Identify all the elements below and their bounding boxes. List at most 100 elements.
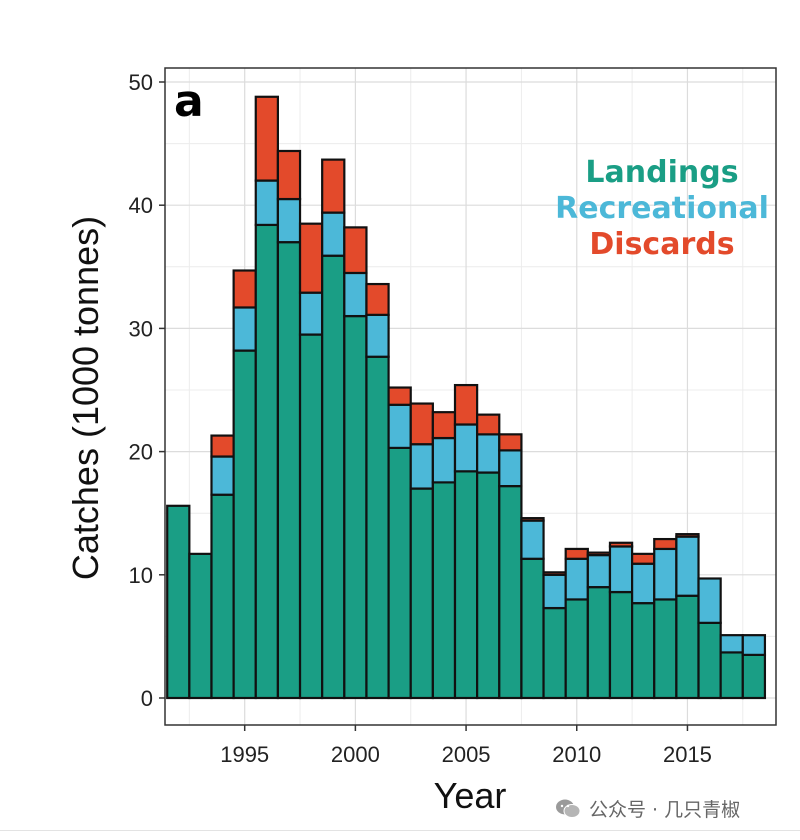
bar-recreational-2010: [564, 557, 589, 601]
bar-discards-2014: [653, 537, 678, 551]
legend-recreational: Recreational: [555, 191, 769, 226]
bar-landings-2006: [476, 471, 501, 700]
bar-recreational-2001: [365, 313, 390, 358]
bar-landings-2015: [675, 594, 700, 700]
bar-discards-2003: [409, 402, 434, 446]
legend-discards: Discards: [589, 227, 734, 262]
bar-recreational-2018: [741, 634, 767, 656]
bar-recreational-2007: [498, 449, 523, 488]
bar-landings-2016: [697, 621, 722, 700]
bar-landings-1999: [321, 254, 346, 700]
legend-landings: Landings: [585, 155, 738, 190]
bar-recreational-2000: [343, 271, 368, 318]
bar-landings-1996: [254, 223, 279, 700]
bar-discards-2012: [608, 541, 634, 548]
bar-landings-2009: [542, 606, 567, 700]
footer-text: 公众号 · 几只青椒: [589, 799, 741, 821]
panel-label: a: [174, 76, 204, 127]
bar-landings-2012: [608, 590, 634, 700]
bar-recreational-2015: [675, 535, 700, 597]
y-tick-label: 40: [129, 193, 153, 218]
bar-landings-1997: [276, 241, 302, 700]
bar-recreational-2003: [409, 443, 434, 490]
bar-discards-1997: [276, 149, 302, 201]
bar-discards-2015: [675, 533, 700, 538]
bar-discards-1996: [254, 95, 279, 182]
bar-landings-1993: [188, 552, 213, 700]
bar-recreational-2005: [453, 423, 479, 473]
bar-recreational-1994: [210, 455, 235, 496]
bar-recreational-2009: [542, 573, 567, 610]
x-axis-ticks: 1995 2000 2005 2010 2015: [220, 725, 712, 767]
x-tick-label: 2005: [442, 742, 491, 767]
y-tick-label: 0: [141, 686, 153, 711]
bar-discards-2007: [498, 433, 523, 452]
bar-landings-2011: [586, 586, 612, 700]
bar-landings-2002: [387, 446, 412, 700]
bar-discards-2011: [586, 551, 612, 557]
bar-discards-2005: [453, 383, 479, 426]
bar-recreational-2011: [586, 553, 612, 589]
y-axis-ticks: 0 10 20 30 40 50: [129, 70, 165, 711]
bar-recreational-2014: [653, 547, 678, 601]
x-tick-label: 2000: [331, 742, 380, 767]
bar-landings-1994: [210, 493, 235, 700]
x-tick-label: 1995: [220, 742, 269, 767]
bar-discards-2002: [387, 386, 412, 406]
bar-discards-2006: [476, 413, 501, 436]
bar-recreational-2006: [476, 433, 501, 474]
divider: [0, 830, 800, 831]
bar-landings-2003: [409, 487, 434, 700]
bar-recreational-2002: [387, 403, 412, 449]
bar-landings-2008: [520, 557, 545, 700]
y-tick-label: 50: [129, 70, 153, 95]
bar-landings-2014: [653, 598, 678, 700]
bar-landings-2018: [741, 653, 767, 700]
x-tick-label: 2015: [663, 742, 712, 767]
bar-discards-2000: [343, 226, 368, 275]
bar-recreational-2012: [608, 545, 634, 594]
wechat-icon: [556, 799, 581, 818]
bar-recreational-2013: [631, 562, 656, 605]
bars: [166, 95, 767, 700]
bar-landings-2007: [498, 485, 523, 700]
bar-recreational-1996: [254, 179, 279, 227]
bar-landings-2010: [564, 598, 589, 700]
y-axis-title: Catches (1000 tonnes): [65, 216, 106, 580]
bar-recreational-1995: [232, 306, 257, 352]
bar-landings-1992: [166, 504, 191, 700]
y-tick-label: 10: [129, 563, 153, 588]
x-tick-label: 2010: [552, 742, 601, 767]
footer-watermark: 公众号 · 几只青椒: [555, 795, 740, 822]
bar-landings-1998: [298, 333, 324, 700]
bar-recreational-2004: [431, 436, 457, 484]
bar-recreational-2016: [697, 577, 722, 624]
bar-recreational-1997: [276, 197, 302, 244]
bar-discards-2009: [542, 571, 567, 576]
bar-discards-2008: [520, 517, 545, 522]
bar-discards-2001: [365, 282, 390, 316]
bar-landings-2004: [431, 481, 457, 700]
bar-discards-2004: [431, 411, 457, 440]
bar-landings-2000: [343, 314, 368, 700]
bar-landings-1995: [232, 349, 257, 700]
bar-discards-1995: [232, 269, 257, 309]
bar-discards-2010: [564, 547, 589, 560]
bar-landings-2005: [453, 470, 479, 700]
bar-discards-1998: [298, 222, 324, 294]
bar-recreational-2008: [520, 519, 545, 560]
bar-discards-2013: [631, 552, 656, 565]
plot-border: [164, 67, 777, 726]
y-tick-label: 20: [129, 440, 153, 465]
bar-recreational-2017: [719, 634, 744, 654]
bar-discards-1999: [321, 158, 346, 214]
x-axis-title: Year: [434, 775, 507, 816]
y-tick-label: 30: [129, 316, 153, 341]
bar-landings-2013: [631, 602, 656, 700]
bar-recreational-1999: [321, 211, 346, 257]
bar-discards-1994: [210, 434, 235, 458]
bar-landings-2017: [719, 651, 744, 700]
bar-landings-2001: [365, 355, 390, 700]
bar-recreational-1998: [298, 291, 324, 336]
